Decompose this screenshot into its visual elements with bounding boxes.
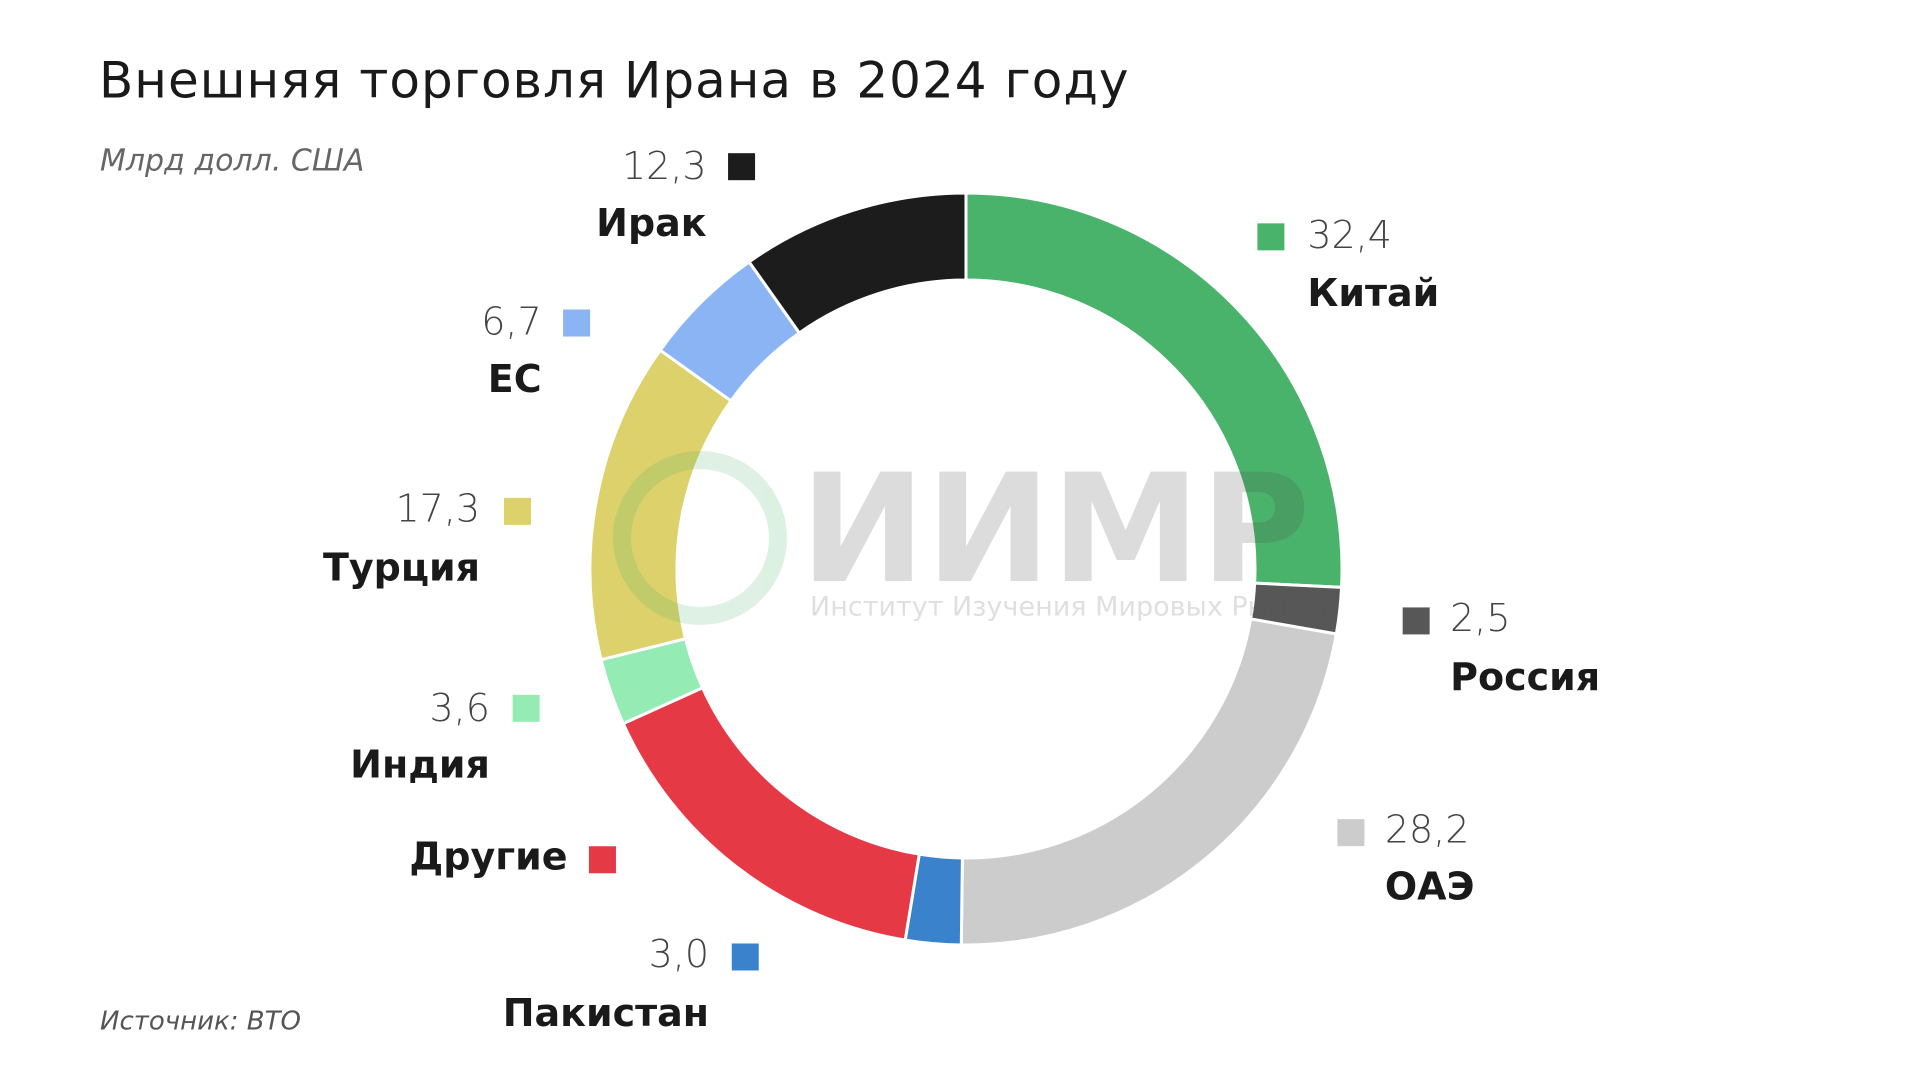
category-label: Другие — [409, 835, 567, 879]
category-label: Турция — [323, 545, 480, 589]
value-label: 3,6 — [430, 686, 490, 730]
donut-segment — [747, 191, 968, 336]
value-label: 12,3 — [622, 144, 707, 188]
watermark-logo — [613, 451, 787, 625]
watermark-caption: Институт Изучения Мировых Рынков — [810, 592, 1335, 623]
value-label: 2,5 — [1450, 596, 1510, 640]
watermark-text: ИИМР — [800, 443, 1310, 617]
legend-swatch — [1402, 607, 1430, 635]
value-label: 28,2 — [1385, 808, 1470, 852]
donut-segment — [621, 685, 921, 942]
legend-swatch — [1257, 223, 1285, 251]
value-label: 32,4 — [1307, 213, 1392, 257]
legend-swatch — [588, 846, 616, 874]
source: Источник: ВТО — [100, 1007, 301, 1037]
category-label: Индия — [350, 742, 490, 786]
chart-subtitle: Млрд долл. США — [100, 144, 364, 179]
legend-swatch — [1337, 819, 1365, 847]
value-label: 3,0 — [649, 932, 709, 976]
legend-swatch — [563, 309, 591, 337]
category-label: Китай — [1307, 271, 1439, 315]
value-label: 17,3 — [395, 486, 480, 530]
legend-swatch — [504, 497, 532, 525]
legend-swatch — [728, 153, 756, 181]
legend-swatch — [731, 943, 759, 971]
category-label: Пакистан — [503, 991, 709, 1035]
value-label: 6,7 — [481, 299, 541, 343]
category-label: ЕС — [488, 357, 542, 401]
chart-title: Внешняя торговля Ирана в 2024 году — [99, 52, 1129, 110]
category-label: Россия — [1450, 655, 1600, 699]
watermark: ИИМР Институт Изучения Мировых Рынков — [613, 443, 1335, 625]
category-label: ОАЭ — [1385, 864, 1475, 908]
legend-swatch — [512, 694, 540, 722]
category-label: Ирак — [596, 201, 707, 245]
donut-segment — [959, 617, 1339, 947]
